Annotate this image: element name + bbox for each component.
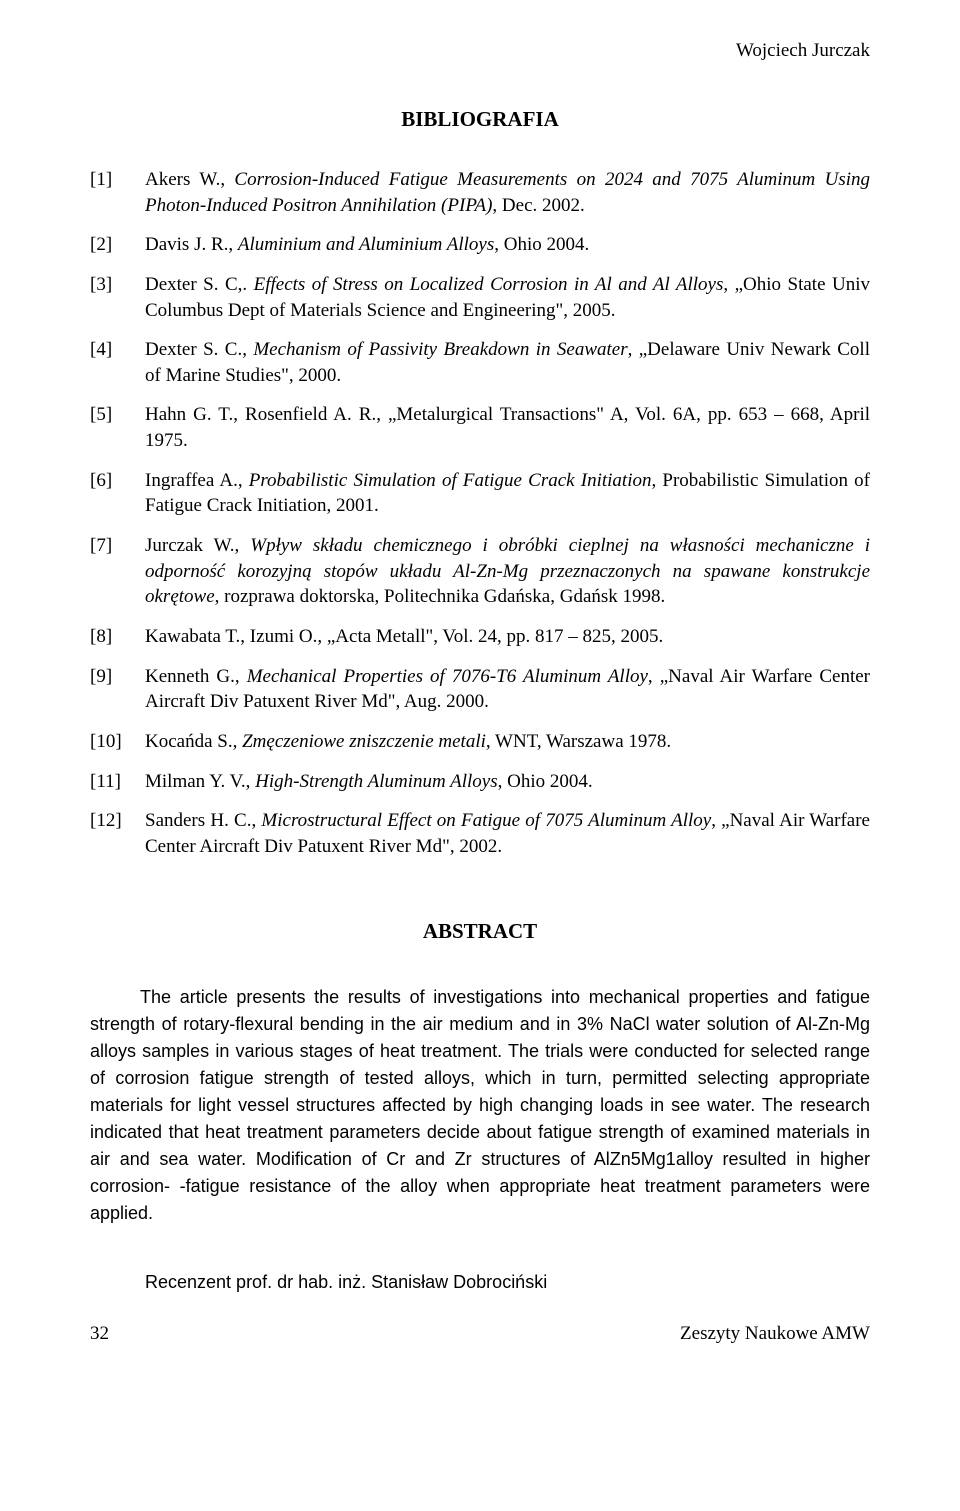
reference-item: [11]Milman Y. V., High-Strength Aluminum… [90,769,870,795]
running-head: Wojciech Jurczak [90,40,870,62]
reference-text: Davis J. R., Aluminium and Aluminium All… [145,232,870,258]
reference-number: [3] [90,272,145,323]
reference-author: Sanders H. C., [145,810,261,831]
reference-text: Hahn G. T., Rosenfield A. R., „Metalurgi… [145,402,870,453]
reference-number: [4] [90,337,145,388]
journal-name: Zeszyty Naukowe AMW [680,1323,870,1345]
reference-text: Akers W., Corrosion-Induced Fatigue Meas… [145,167,870,218]
reference-list: [1]Akers W., Corrosion-Induced Fatigue M… [90,167,870,859]
reference-author: Kocańda S., [145,731,242,752]
reference-author: Kenneth G., [145,666,247,687]
reference-text: Ingraffea A., Probabilistic Simulation o… [145,468,870,519]
reference-author: Milman Y. V., [145,771,255,792]
reference-number: [10] [90,729,145,755]
reference-text: Kawabata T., Izumi O., „Acta Metall", Vo… [145,624,870,650]
reference-tail: , Ohio 2004. [498,771,593,792]
reference-title: Zmęczeniowe zniszczenie metali [242,731,486,752]
reference-title: High-Strength Aluminum Alloys [255,771,497,792]
reference-item: [5]Hahn G. T., Rosenfield A. R., „Metalu… [90,402,870,453]
reference-author: Akers W., [145,169,234,190]
reference-text: Milman Y. V., High-Strength Aluminum All… [145,769,870,795]
reference-title: Probabilistic Simulation of Fatigue Crac… [249,470,652,491]
reviewer-line: Recenzent prof. dr hab. inż. Stanisław D… [145,1272,870,1293]
reference-tail: , Dec. 2002. [492,195,584,216]
reference-text: Kocańda S., Zmęczeniowe zniszczenie meta… [145,729,870,755]
reference-title: Mechanical Properties of 7076-T6 Aluminu… [247,666,648,687]
reference-item: [2]Davis J. R., Aluminium and Aluminium … [90,232,870,258]
reference-number: [6] [90,468,145,519]
reference-item: [8]Kawabata T., Izumi O., „Acta Metall",… [90,624,870,650]
abstract-title: ABSTRACT [90,919,870,944]
reference-title: Aluminium and Aluminium Alloys [238,234,494,255]
page-footer: 32 Zeszyty Naukowe AMW [90,1323,870,1345]
reference-author: Dexter S. C., [145,339,253,360]
reference-item: [1]Akers W., Corrosion-Induced Fatigue M… [90,167,870,218]
reference-text: Dexter S. C,. Effects of Stress on Local… [145,272,870,323]
reference-item: [7]Jurczak W., Wpływ składu chemicznego … [90,533,870,610]
reference-number: [5] [90,402,145,453]
reference-number: [9] [90,664,145,715]
page-number: 32 [90,1323,109,1345]
reference-tail: , WNT, Warszawa 1978. [486,731,671,752]
reference-number: [1] [90,167,145,218]
reference-title: Microstructural Effect on Fatigue of 707… [261,810,711,831]
reference-title: Effects of Stress on Localized Corrosion… [254,274,724,295]
reference-author: Hahn G. T., Rosenfield A. R., [145,404,388,425]
reference-author: Kawabata T., Izumi O., [145,626,327,647]
reference-number: [11] [90,769,145,795]
reference-author: Jurczak W., [145,535,250,556]
reference-item: [3]Dexter S. C,. Effects of Stress on Lo… [90,272,870,323]
reference-author: Ingraffea A., [145,470,249,491]
reference-author: Davis J. R., [145,234,238,255]
reference-text: Jurczak W., Wpływ składu chemicznego i o… [145,533,870,610]
reference-author: Dexter S. C,. [145,274,254,295]
reference-text: Kenneth G., Mechanical Properties of 707… [145,664,870,715]
bibliography-title: BIBLIOGRAFIA [90,107,870,132]
reference-item: [6]Ingraffea A., Probabilistic Simulatio… [90,468,870,519]
reference-number: [8] [90,624,145,650]
abstract-body: The article presents the results of inve… [90,984,870,1227]
reference-text: Dexter S. C., Mechanism of Passivity Bre… [145,337,870,388]
reference-tail: , rozprawa doktorska, Politechnika Gdańs… [215,586,666,607]
reference-title: Mechanism of Passivity Breakdown in Seaw… [253,339,627,360]
reference-tail: , Ohio 2004. [494,234,589,255]
reference-item: [10]Kocańda S., Zmęczeniowe zniszczenie … [90,729,870,755]
reference-number: [7] [90,533,145,610]
reference-text: Sanders H. C., Microstructural Effect on… [145,808,870,859]
reference-number: [2] [90,232,145,258]
reference-number: [12] [90,808,145,859]
reference-item: [12]Sanders H. C., Microstructural Effec… [90,808,870,859]
reference-tail: „Acta Metall", Vol. 24, pp. 817 – 825, 2… [327,626,663,647]
reference-item: [4]Dexter S. C., Mechanism of Passivity … [90,337,870,388]
reference-item: [9]Kenneth G., Mechanical Properties of … [90,664,870,715]
